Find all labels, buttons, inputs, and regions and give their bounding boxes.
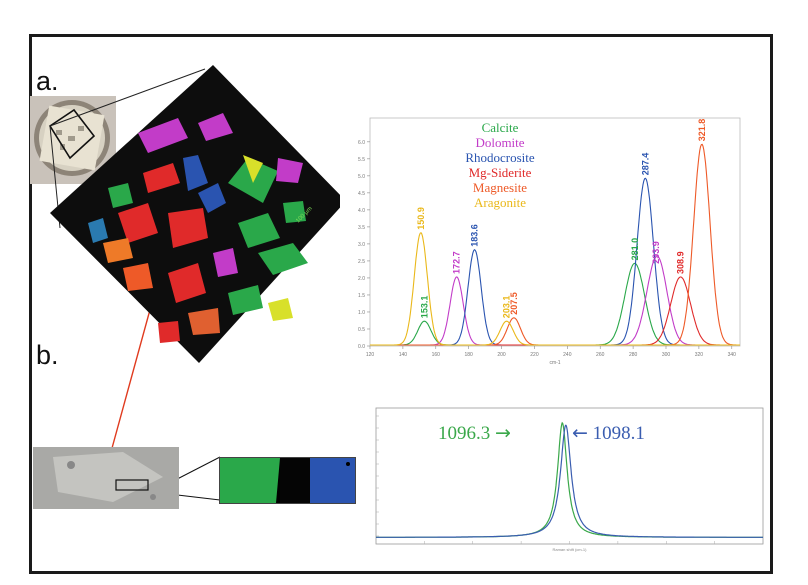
peak-label: 287.4 — [640, 153, 650, 176]
legend-item-mg-siderite: Mg-Siderite — [468, 165, 532, 180]
x-tick-label: 340 — [728, 352, 737, 358]
y-tick-label: 3.5 — [358, 225, 365, 231]
y-tick-label: 2.5 — [358, 259, 365, 265]
peak-label: 203.1 — [502, 296, 512, 319]
left-arrow-icon: ← — [572, 422, 588, 444]
carbonate-spectra-chart: 0.0 0.5 1.0 1.5 2.0 2.5 3.0 3.5 4.0 4.5 5.0 5.5 6.0 1… — [340, 110, 748, 378]
y-tick-label: 1.5 — [358, 293, 365, 299]
y-tick-label: 4.5 — [358, 191, 365, 197]
legend-item-dolomite: Dolomite — [475, 135, 525, 150]
annotation-1096: 1096.3 → — [438, 422, 511, 445]
peak-label: 207.5 — [509, 292, 519, 315]
calcite-band-chart: Raman shift (cm-1) 1096.3 → ← 1098.1 — [368, 404, 767, 552]
peak-label: 281.0 — [630, 238, 640, 261]
y-tick-label: 2.0 — [358, 276, 365, 282]
series-line-aragonite — [370, 231, 740, 346]
panel-a-label: a. — [36, 66, 59, 96]
x-tick-label: 180 — [464, 352, 473, 358]
annotation-1098: ← 1098.1 — [572, 422, 645, 445]
sample-photo-b — [33, 447, 179, 509]
peak-label: 153.1 — [419, 296, 429, 319]
legend-item-rhodocrosite: Rhodocrosite — [465, 150, 535, 165]
legend-item-magnesite: Magnesite — [472, 180, 528, 195]
x-tick-label: 300 — [662, 352, 671, 358]
x-tick-label: 160 — [432, 352, 441, 358]
y-tick-label: 3.0 — [358, 242, 365, 248]
chart1-plot-area — [369, 117, 741, 347]
right-arrow-icon: → — [495, 422, 511, 444]
y-tick-label: 4.0 — [358, 208, 365, 214]
y-tick-label: 1.0 — [358, 310, 365, 316]
peak-label: 321.8 — [697, 119, 707, 142]
annotation-1096-value: 1096.3 — [438, 423, 491, 444]
peak-label: 150.9 — [416, 207, 426, 230]
x-tick-label: 140 — [399, 352, 408, 358]
x-tick-label: 240 — [563, 352, 572, 358]
legend-item-aragonite: Aragonite — [474, 195, 526, 210]
y-tick-label: 5.0 — [358, 174, 365, 180]
x-tick-label: 200 — [497, 352, 506, 358]
legend-item-calcite: Calcite — [481, 120, 519, 135]
annotation-1098-value: 1098.1 — [592, 423, 645, 444]
chart2-plot-area — [375, 407, 764, 545]
raman-map: 100 µm — [50, 65, 346, 363]
y-tick-label: 5.5 — [358, 157, 365, 163]
x-tick-label: 320 — [695, 352, 704, 358]
peak-label: 293.9 — [651, 241, 661, 264]
series-line-1098.1 — [376, 424, 763, 538]
x-tick-label: 260 — [596, 352, 605, 358]
x-axis-label: Raman shift (cm-1) — [552, 547, 587, 552]
x-tick-label: 220 — [530, 352, 539, 358]
y-tick-label: 0.0 — [358, 344, 365, 350]
x-axis-label: cm-1 — [549, 360, 560, 366]
x-tick-label: 280 — [629, 352, 638, 358]
zoom-map-strip — [219, 457, 356, 504]
peak-label: 183.6 — [470, 224, 480, 247]
mineral-grains — [88, 113, 308, 343]
panel-b-label: b. — [36, 340, 59, 370]
peak-label: 172.7 — [452, 251, 462, 274]
peak-label: 308.9 — [676, 251, 686, 274]
x-tick-label: 120 — [366, 352, 375, 358]
y-tick-label: 6.0 — [358, 140, 365, 146]
y-tick-label: 0.5 — [358, 327, 365, 333]
